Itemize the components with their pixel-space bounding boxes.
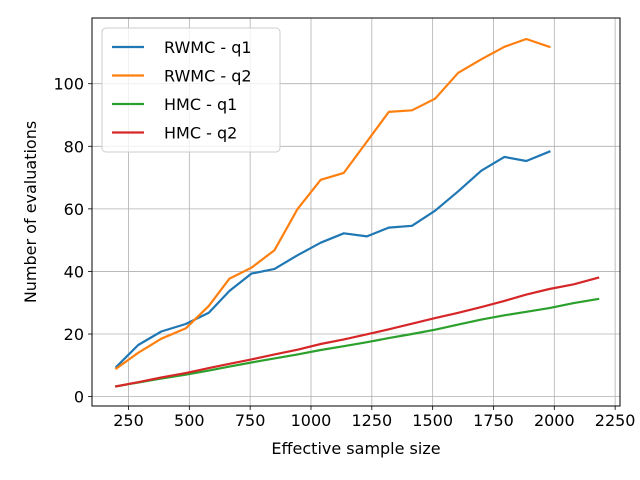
- axis-ticks: 250 500 750 1000 1250 1500 1750 2000 2250 0 20 40 60…: [53, 75, 635, 430]
- y-tick-label: 60: [64, 200, 84, 219]
- x-tick-label: 250: [113, 411, 144, 430]
- x-tick-label: 1500: [412, 411, 453, 430]
- y-tick-label: 80: [64, 137, 84, 156]
- legend-label: HMC - q1: [164, 95, 237, 114]
- legend-box: [101, 27, 281, 153]
- x-tick-label: 1000: [291, 411, 332, 430]
- legend-label: RWMC - q1: [164, 38, 252, 57]
- y-axis-label: Number of evaluations: [21, 121, 40, 303]
- x-axis-label: Effective sample size: [271, 439, 440, 458]
- x-tick-label: 500: [174, 411, 205, 430]
- x-tick-label: 1750: [473, 411, 514, 430]
- y-tick-label: 100: [53, 75, 84, 94]
- y-tick-label: 40: [64, 262, 84, 281]
- series-lines: [114, 37, 600, 388]
- y-tick-label: 0: [74, 388, 84, 407]
- legend-label: HMC - q2: [164, 124, 237, 143]
- x-tick-label: 2000: [534, 411, 575, 430]
- series-line-hmc-q1: [115, 297, 600, 388]
- series-line-hmc-q2: [115, 276, 600, 388]
- plot-frame: [91, 17, 621, 407]
- x-tick-label: 750: [235, 411, 266, 430]
- series-line-rwmc-q1: [114, 150, 551, 369]
- y-tick-label: 20: [64, 325, 84, 344]
- x-tick-label: 1250: [351, 411, 392, 430]
- legend-label: RWMC - q2: [164, 67, 252, 86]
- x-tick-label: 2250: [595, 411, 636, 430]
- legend: RWMC - q1 RWMC - q2 HMC - q1 HMC - q2: [101, 27, 281, 153]
- series-line-rwmc-q2: [114, 37, 551, 371]
